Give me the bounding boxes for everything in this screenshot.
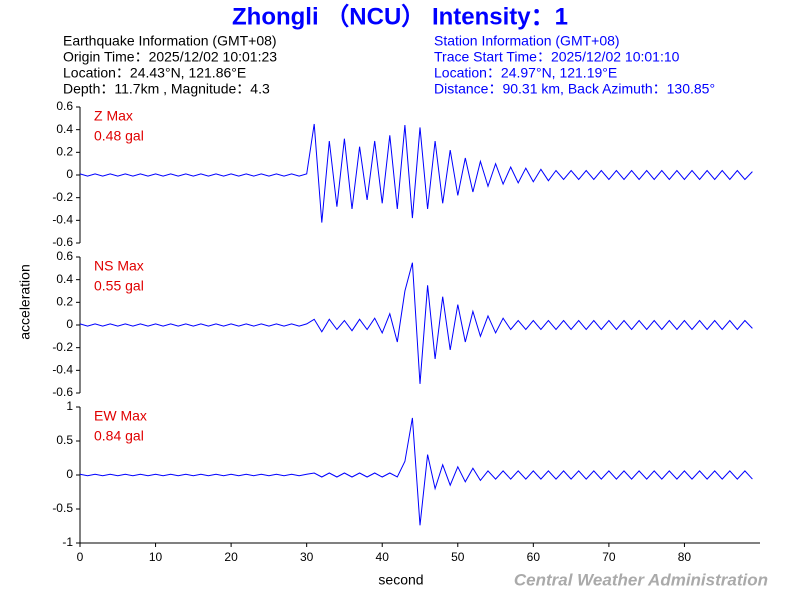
x-tick-label: 70 — [602, 550, 616, 564]
x-tick-label: 30 — [300, 550, 314, 564]
station-info: Distance：90.31 km, Back Azimuth：130.85° — [434, 81, 715, 97]
y-tick-label: -0.5 — [52, 501, 73, 515]
y-tick-label: -0.6 — [52, 235, 73, 249]
trace — [79, 123, 753, 223]
y-tick-label: -0.4 — [52, 213, 73, 227]
y-tick-label: 0.2 — [56, 145, 73, 159]
y-tick-label: 0.4 — [56, 272, 73, 286]
y-tick-label: 0.2 — [56, 295, 73, 309]
station-info: Station Information (GMT+08) — [434, 33, 620, 49]
x-tick-label: 60 — [527, 550, 541, 564]
panel-max: 0.84 gal — [94, 428, 144, 444]
y-tick-label: -0.4 — [52, 363, 73, 377]
credit: Central Weather Administration — [514, 570, 768, 589]
y-tick-label: 1 — [66, 399, 73, 413]
x-axis-label: second — [378, 572, 423, 588]
title: Zhongli （NCU） Intensity：1 — [232, 3, 568, 30]
trace — [79, 417, 753, 526]
x-tick-label: 80 — [678, 550, 692, 564]
panel-name: NS Max — [94, 258, 144, 274]
panel-max: 0.55 gal — [94, 278, 144, 294]
y-tick-label: 0 — [66, 167, 73, 181]
panel-name: EW Max — [94, 408, 147, 424]
x-tick-label: 10 — [149, 550, 163, 564]
earthquake-info: Depth：11.7km , Magnitude：4.3 — [63, 81, 270, 97]
y-tick-label: 0.6 — [56, 99, 73, 113]
y-tick-label: 0.5 — [56, 433, 73, 447]
trace — [79, 262, 753, 384]
station-info: Trace Start Time：2025/12/02 10:01:10 — [434, 49, 680, 65]
y-tick-label: 0 — [66, 467, 73, 481]
y-tick-label: 0.6 — [56, 249, 73, 263]
panel-max: 0.48 gal — [94, 128, 144, 144]
y-tick-label: 0.4 — [56, 122, 73, 136]
y-tick-label: -1 — [62, 535, 73, 549]
earthquake-info: Origin Time：2025/12/02 10:01:23 — [63, 49, 277, 65]
earthquake-info: Location：24.43°N, 121.86°E — [63, 65, 246, 81]
panel-name: Z Max — [94, 108, 133, 124]
x-tick-label: 0 — [77, 550, 84, 564]
y-tick-label: -0.2 — [52, 340, 73, 354]
x-tick-label: 20 — [224, 550, 238, 564]
y-tick-label: -0.6 — [52, 385, 73, 399]
y-axis-label: acceleration — [17, 264, 33, 340]
x-tick-label: 50 — [451, 550, 465, 564]
x-tick-label: 40 — [376, 550, 390, 564]
station-info: Location：24.97°N, 121.19°E — [434, 65, 617, 81]
y-tick-label: 0 — [66, 317, 73, 331]
earthquake-info: Earthquake Information (GMT+08) — [63, 33, 277, 49]
y-tick-label: -0.2 — [52, 190, 73, 204]
